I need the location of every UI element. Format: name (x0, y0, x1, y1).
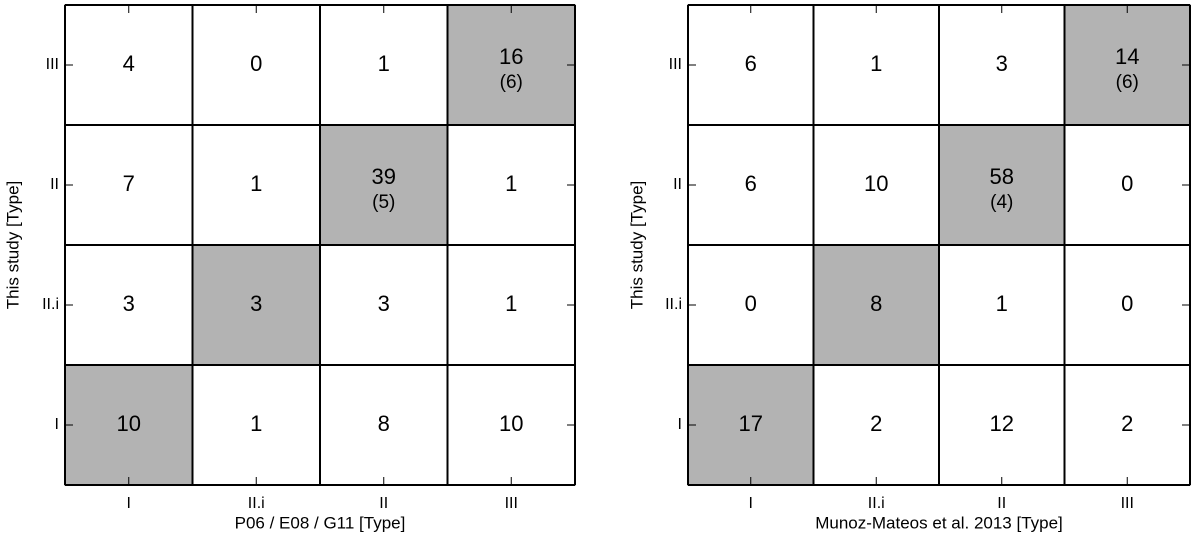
matrix-cell (192, 245, 320, 365)
y-tick-label: II (50, 176, 59, 193)
cell-value: 14 (1115, 44, 1139, 69)
cell-secondary-value: (5) (372, 192, 395, 213)
cell-value: 1 (505, 171, 517, 196)
matrix-cell (65, 245, 193, 365)
matrix-cell (65, 365, 193, 485)
matrix-cell (320, 245, 448, 365)
cell-value: 3 (996, 51, 1008, 76)
cell-value: 3 (250, 291, 262, 316)
matrix-cell (1064, 5, 1190, 125)
cell-value: 2 (870, 411, 882, 436)
matrix-cell (688, 365, 814, 485)
cell-value: 1 (870, 51, 882, 76)
x-tick-label: III (505, 495, 518, 512)
matrix-cell (813, 5, 939, 125)
cell-value: 10 (499, 411, 523, 436)
cell-value: 6 (745, 51, 757, 76)
cell-value: 8 (378, 411, 390, 436)
cell-value: 10 (864, 171, 888, 196)
matrix-cell (688, 125, 814, 245)
cell-value: 17 (739, 411, 763, 436)
cell-value: 1 (250, 171, 262, 196)
y-tick-label: I (678, 416, 682, 433)
cell-value: 4 (123, 51, 135, 76)
matrix-cell (65, 5, 193, 125)
matrix-cell (1064, 125, 1190, 245)
matrix-cell (939, 125, 1065, 245)
cell-secondary-value: (6) (500, 72, 523, 93)
x-tick-label: I (127, 495, 131, 512)
matrix-cell (939, 245, 1065, 365)
matrix-cell (1064, 245, 1190, 365)
cell-value: 16 (499, 44, 523, 69)
x-tick-label: II (379, 495, 388, 512)
cell-value: 1 (996, 291, 1008, 316)
matrix-cell (447, 125, 575, 245)
cell-value: 3 (378, 291, 390, 316)
cell-value: 8 (870, 291, 882, 316)
y-axis-label: This study [Type] (3, 181, 22, 310)
y-tick-label: II.i (665, 296, 682, 313)
cell-value: 7 (123, 171, 135, 196)
matrix-cell (813, 365, 939, 485)
matrix-cell (447, 5, 575, 125)
matrix-cell (447, 245, 575, 365)
matrix-cell (447, 365, 575, 485)
matrix-cell (688, 245, 814, 365)
matrix-cell (192, 125, 320, 245)
cell-value: 10 (117, 411, 141, 436)
y-axis-label: This study [Type] (627, 181, 646, 310)
cell-value: 1 (250, 411, 262, 436)
x-tick-label: II.i (248, 495, 265, 512)
y-tick-label: II (673, 176, 682, 193)
cell-value: 58 (990, 164, 1014, 189)
axes-frame (687, 4, 1191, 486)
x-tick-label: I (749, 495, 753, 512)
matrix-cell (939, 365, 1065, 485)
y-tick-label: III (46, 56, 59, 73)
matrix-cell (320, 125, 448, 245)
cell-secondary-value: (4) (990, 192, 1013, 213)
cell-value: 1 (378, 51, 390, 76)
cell-value: 6 (745, 171, 757, 196)
cell-value: 0 (1121, 171, 1133, 196)
x-tick-label: II (997, 495, 1006, 512)
y-tick-label: III (669, 56, 682, 73)
cell-secondary-value: (6) (1116, 72, 1139, 93)
matrix-cell (65, 125, 193, 245)
x-tick-label: III (1121, 495, 1134, 512)
cell-value: 1 (505, 291, 517, 316)
cell-value: 39 (372, 164, 396, 189)
y-tick-label: I (55, 416, 59, 433)
matrix-cell (192, 365, 320, 485)
matrix-cell (813, 245, 939, 365)
cell-value: 0 (250, 51, 262, 76)
cell-value: 0 (1121, 291, 1133, 316)
matrix-cell (1064, 365, 1190, 485)
matrix-cell (688, 5, 814, 125)
x-axis-label: Munoz-Mateos et al. 2013 [Type] (815, 513, 1063, 532)
matrix-cell (939, 5, 1065, 125)
matrix-cell (192, 5, 320, 125)
cell-value: 2 (1121, 411, 1133, 436)
cell-value: 0 (745, 291, 757, 316)
matrix-cell (320, 5, 448, 125)
matrix-cell (320, 365, 448, 485)
x-axis-label: P06 / E08 / G11 [Type] (235, 513, 406, 532)
axes-frame (64, 4, 576, 486)
y-tick-label: II.i (42, 296, 59, 313)
cell-value: 3 (123, 291, 135, 316)
cell-value: 12 (990, 411, 1014, 436)
matrix-cell (813, 125, 939, 245)
x-tick-label: II.i (868, 495, 885, 512)
